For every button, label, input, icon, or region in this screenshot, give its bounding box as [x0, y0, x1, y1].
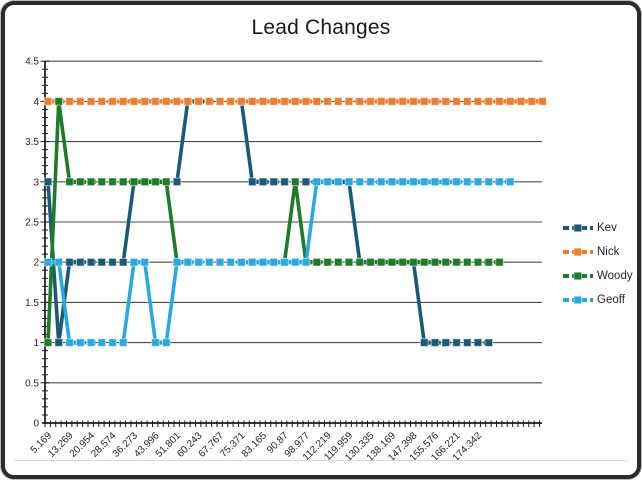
kev-series-swatch-icon — [563, 223, 593, 233]
legend-item-kev: Kev — [562, 216, 633, 240]
svg-text:83.165: 83.165 — [240, 430, 270, 460]
frame-inner-edge — [14, 460, 628, 461]
chart-title: Lead Changes — [251, 16, 391, 39]
geoff-series-swatch-icon — [563, 295, 593, 305]
plot-area: 0 0.5 1 1.5 2 2.5 3 3.5 4 4.5 5.16913.26920.95428.… — [25, 57, 547, 464]
svg-text:3.5: 3.5 — [25, 137, 39, 148]
gridlines — [45, 60, 542, 384]
axes — [40, 60, 542, 427]
svg-text:4: 4 — [33, 97, 39, 108]
nick-series-swatch-icon — [563, 247, 593, 257]
woody-series-swatch-icon — [563, 271, 593, 281]
series-geoff — [43, 177, 515, 347]
svg-text:2.5: 2.5 — [25, 218, 39, 229]
legend-label-geoff: Geoff — [597, 294, 625, 306]
svg-text:3: 3 — [33, 177, 39, 188]
svg-text:0.5: 0.5 — [25, 378, 39, 389]
svg-text:0: 0 — [33, 419, 39, 430]
legend: Kev Nick Woody — [562, 216, 633, 312]
series-nick — [43, 97, 547, 106]
legend-label-woody: Woody — [597, 270, 633, 282]
svg-text:1.5: 1.5 — [25, 298, 39, 309]
x-tick-labels: 5.16913.26920.95428.57436.27343.99651.80… — [29, 430, 485, 464]
svg-text:1: 1 — [33, 338, 39, 349]
legend-item-nick: Nick — [562, 240, 633, 264]
legend-item-geoff: Geoff — [562, 288, 633, 312]
legend-label-kev: Kev — [597, 222, 617, 234]
legend-item-woody: Woody — [562, 264, 633, 288]
legend-label-nick: Nick — [597, 246, 620, 258]
lead-changes-chart: Lead Changes 0 0.5 1 1.5 2 2.5 3 3.5 4 4.5 5.169 13… — [5, 5, 637, 475]
svg-text:2: 2 — [33, 258, 39, 269]
svg-text:4.5: 4.5 — [25, 57, 39, 68]
y-tick-labels: 0 0.5 1 1.5 2 2.5 3 3.5 4 4.5 — [25, 57, 39, 430]
